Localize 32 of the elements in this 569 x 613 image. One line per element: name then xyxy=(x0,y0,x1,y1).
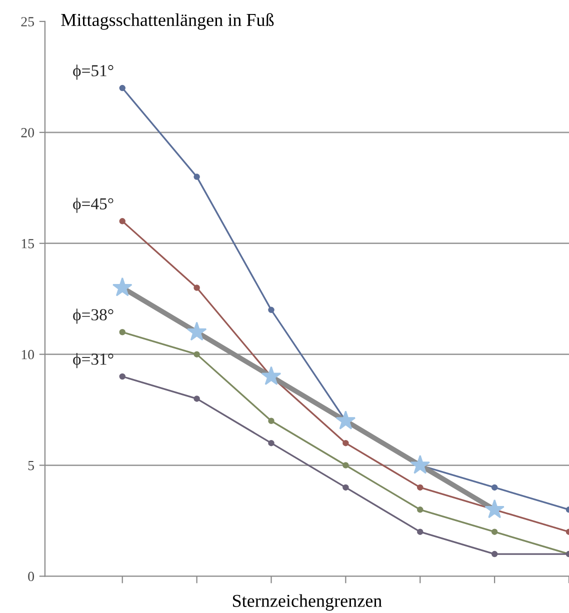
point xyxy=(268,418,274,424)
y-tick-label: 20 xyxy=(21,128,34,138)
point xyxy=(194,284,200,291)
series-label: ϕ=45° xyxy=(73,198,114,213)
point xyxy=(194,174,200,180)
point xyxy=(416,484,424,491)
point xyxy=(342,484,349,491)
point xyxy=(416,528,424,535)
point xyxy=(268,306,274,314)
y-tick-label: 0 xyxy=(28,572,34,582)
point xyxy=(194,351,200,358)
point xyxy=(268,440,274,446)
point xyxy=(342,440,349,446)
series-label: ϕ=31° xyxy=(73,353,114,368)
point xyxy=(119,218,126,224)
y-tick-label: 5 xyxy=(28,460,34,470)
y-tick-label: 10 xyxy=(22,350,34,360)
y-tick-label: 25 xyxy=(21,17,34,26)
point xyxy=(416,506,424,513)
point xyxy=(194,396,200,402)
point xyxy=(491,484,498,491)
series-label: ϕ=51° xyxy=(73,64,114,80)
x-axis-title: Sternzeichengrenzen xyxy=(232,594,382,611)
point xyxy=(119,329,126,336)
series-label: ϕ=38° xyxy=(73,308,114,324)
chart-title: Mittagsschattenlängen in Fuß xyxy=(61,13,274,30)
point xyxy=(119,373,126,380)
point xyxy=(342,462,349,468)
y-tick-label: 15 xyxy=(22,239,34,248)
point xyxy=(491,550,498,558)
point xyxy=(491,528,498,535)
point xyxy=(119,84,126,92)
